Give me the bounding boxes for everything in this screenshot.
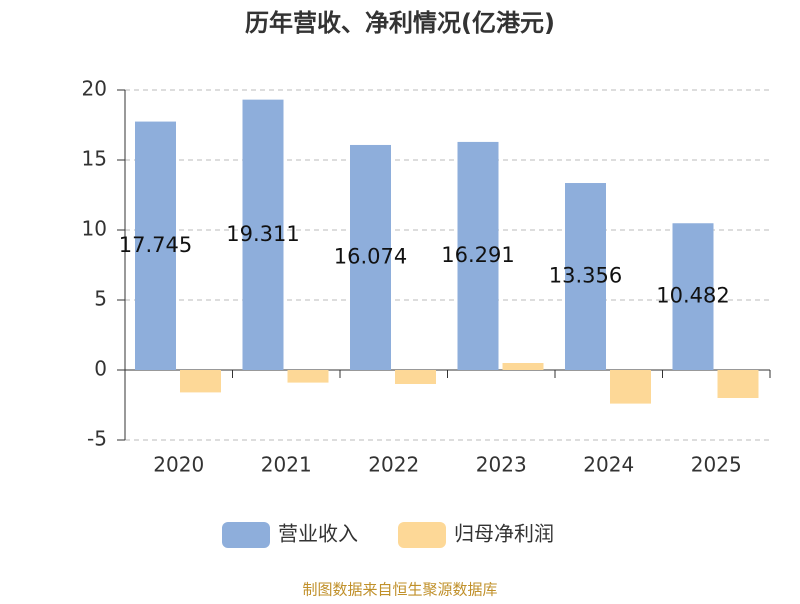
data-label: 19.311: [226, 222, 299, 246]
x-tick-label: 2023: [476, 453, 527, 477]
bar: [672, 223, 714, 370]
source-note: 制图数据来自恒生聚源数据库: [302, 581, 497, 599]
data-label: 13.356: [549, 264, 622, 288]
bar: [610, 370, 651, 404]
bar: [180, 370, 221, 393]
x-tick-label: 2021: [261, 453, 312, 477]
bar: [457, 141, 499, 370]
y-tick-label: 0: [94, 357, 107, 381]
x-tick-label: 2024: [583, 453, 634, 477]
y-tick-label: 10: [82, 217, 107, 241]
x-tick-label: 2022: [368, 453, 419, 477]
bar: [242, 99, 284, 371]
y-tick-label: 20: [82, 77, 107, 101]
y-tick-label: -5: [87, 427, 107, 451]
data-label: 16.074: [334, 244, 407, 268]
legend-swatch: [398, 522, 446, 548]
x-tick-label: 2025: [691, 453, 742, 477]
data-label: 16.291: [441, 243, 514, 267]
bar: [565, 183, 606, 370]
y-tick-label: 15: [82, 147, 107, 171]
data-label: 17.745: [119, 233, 192, 257]
data-label: 10.482: [656, 284, 729, 308]
x-tick-label: 2020: [153, 453, 204, 477]
bar: [135, 121, 176, 370]
y-tick-label: 5: [94, 287, 107, 311]
legend-label: 营业收入: [278, 522, 358, 546]
bar: [287, 370, 329, 383]
bar: [395, 370, 436, 384]
chart-title: 历年营收、净利情况(亿港元): [245, 9, 555, 37]
legend-swatch: [222, 522, 270, 548]
legend-label: 归母净利润: [454, 522, 554, 546]
bar: [350, 144, 391, 370]
bar: [717, 370, 759, 398]
bar: [502, 363, 544, 370]
